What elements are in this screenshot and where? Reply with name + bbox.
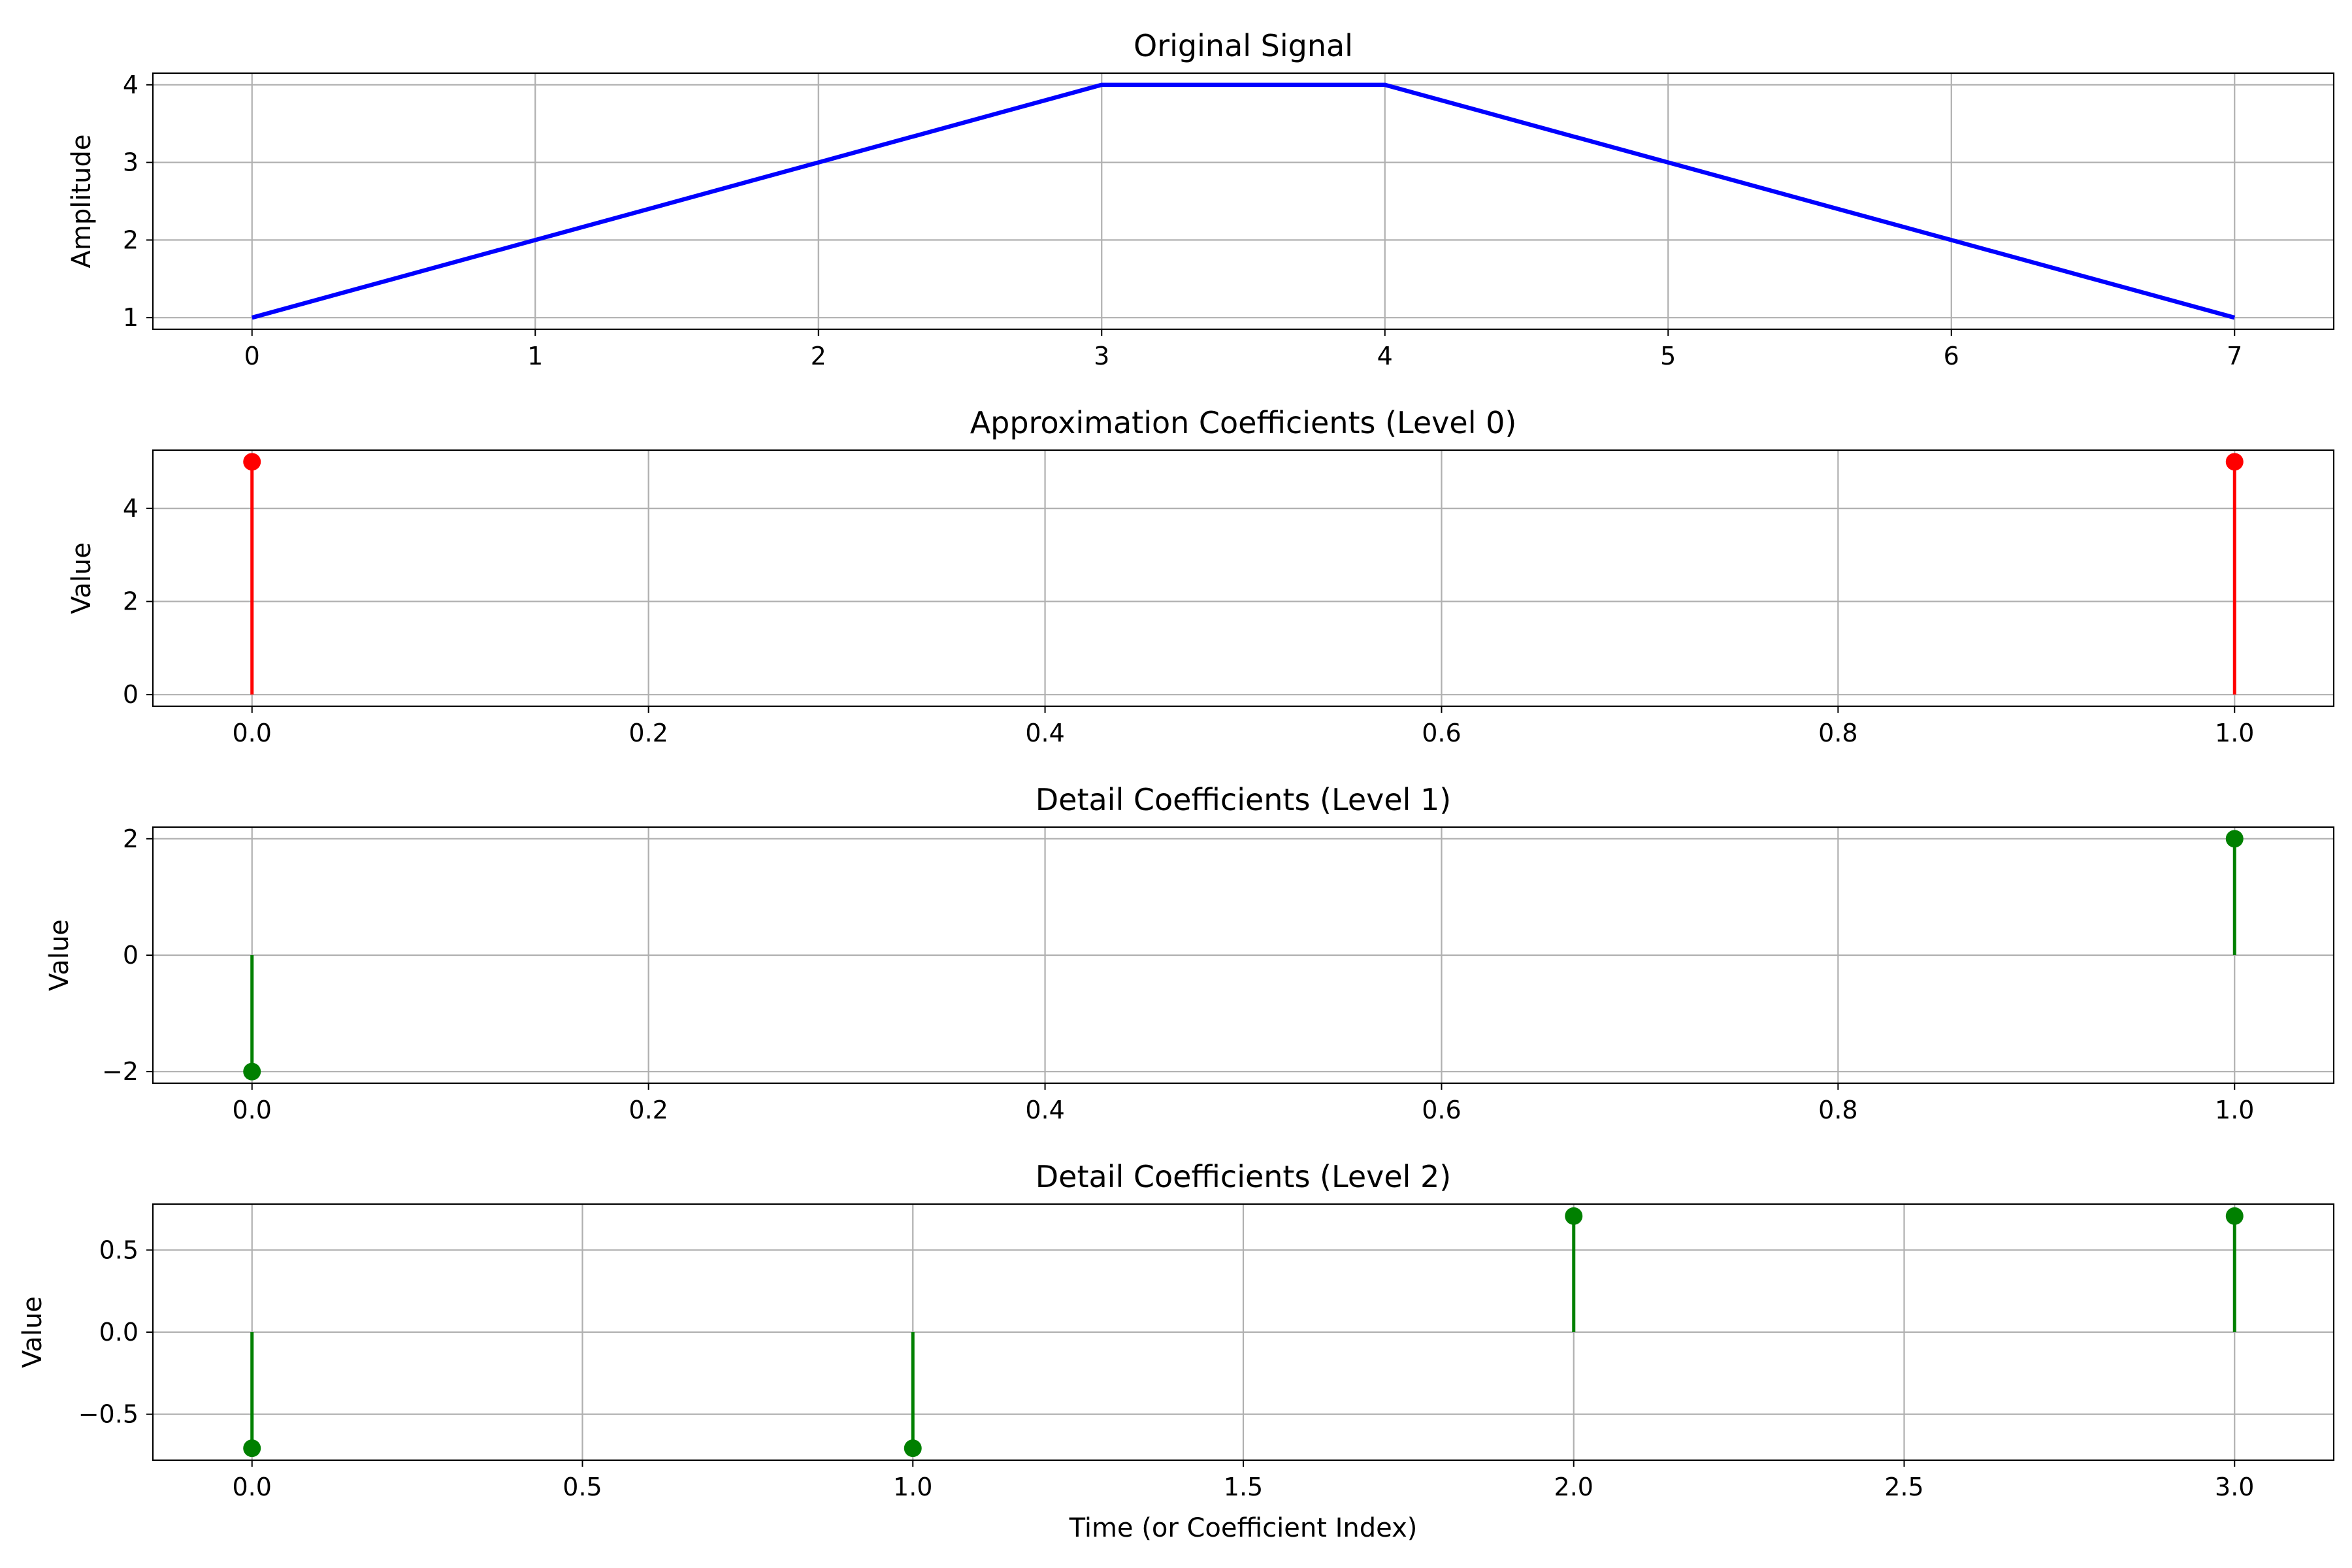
y-tick-label: 4 [123,494,139,523]
x-tick-label: 6 [1944,342,1959,370]
subplot-title: Approximation Coefficients (Level 0) [970,405,1517,440]
x-tick-label: 1.0 [893,1473,932,1501]
x-tick-label: 1.0 [2215,719,2254,747]
x-axis-label: Time (or Coefficient Index) [1069,1513,1418,1543]
x-tick-label: 7 [2227,342,2242,370]
x-tick-label: 1.5 [1224,1473,1263,1501]
stem-marker [904,1439,922,1458]
stem-marker [2225,830,2244,848]
subplot-1: 0 1 2 3 4 5 6 7 1 2 3 4 Original Signal Amplitude [67,28,2335,370]
y-tick-label: 4 [123,71,139,99]
x-tick-label: 0.4 [1025,1096,1064,1124]
x-tick-label: 0.0 [233,1096,272,1124]
y-tick-label: 0 [123,941,139,970]
x-tick-label: 0.6 [1422,1096,1461,1124]
x-tick-label: 2.5 [1884,1473,1923,1501]
subplot-4: 0.0 0.5 1.0 1.5 2.0 2.5 3.0 −0.5 0.0 0.5 Detail Co… [18,1159,2335,1543]
stem-marker [243,1062,261,1081]
x-tick-label: 5 [1660,342,1676,370]
x-tick-label: 2 [811,342,826,370]
subplot-2: 0.0 0.2 0.4 0.6 0.8 1.0 0 2 4 Approximation Coeff… [67,405,2335,747]
x-tick-label: 3 [1094,342,1109,370]
y-tick-label: 1 [123,303,139,332]
axes-frame [152,1203,2335,1462]
stem-marker [2225,1207,2244,1225]
subplot-title: Detail Coefficients (Level 1) [1036,782,1452,817]
x-tick-label: 1 [527,342,543,370]
y-tick-label: −2 [102,1057,139,1086]
x-tick-label: 0 [244,342,260,370]
x-tick-label: 0.0 [233,1473,272,1501]
x-tick-label: 2.0 [1554,1473,1593,1501]
y-tick-label: 2 [123,225,139,254]
x-tick-label: 0.4 [1025,719,1064,747]
y-tick-label: 2 [123,587,139,616]
x-tick-label: 0.2 [629,1096,668,1124]
x-tick-label: 0.0 [233,719,272,747]
stem-marker [1565,1207,1583,1225]
y-tick-label: 0.5 [99,1235,139,1264]
axes-frame [152,72,2335,331]
stem-marker [2225,453,2244,471]
y-tick-label: 2 [123,825,139,853]
y-axis-label: Value [67,542,97,614]
x-tick-label: 0.8 [1818,719,1857,747]
y-tick-label: 0.0 [99,1318,139,1347]
subplot-3: 0.0 0.2 0.4 0.6 0.8 1.0 −2 0 2 Detail Coefficient… [44,782,2335,1124]
subplot-title: Detail Coefficients (Level 2) [1036,1159,1452,1194]
x-tick-label: 1.0 [2215,1096,2254,1124]
y-axis-label: Amplitude [67,135,97,269]
subplot-title: Original Signal [1134,28,1353,63]
y-tick-label: 0 [123,680,139,709]
y-tick-label: −0.5 [78,1400,139,1429]
y-axis-label: Value [44,919,74,991]
axes-frame [152,826,2335,1085]
y-axis-label: Value [18,1296,48,1368]
axes-frame [152,449,2335,708]
signal-line [251,82,2236,320]
stem-marker [243,1439,261,1458]
x-tick-label: 4 [1377,342,1393,370]
stem-marker [243,453,261,471]
x-tick-label: 3.0 [2215,1473,2254,1501]
x-tick-label: 0.6 [1422,719,1461,747]
y-tick-label: 3 [123,148,139,177]
x-tick-label: 0.2 [629,719,668,747]
x-tick-label: 0.8 [1818,1096,1857,1124]
x-tick-label: 0.5 [563,1473,602,1501]
